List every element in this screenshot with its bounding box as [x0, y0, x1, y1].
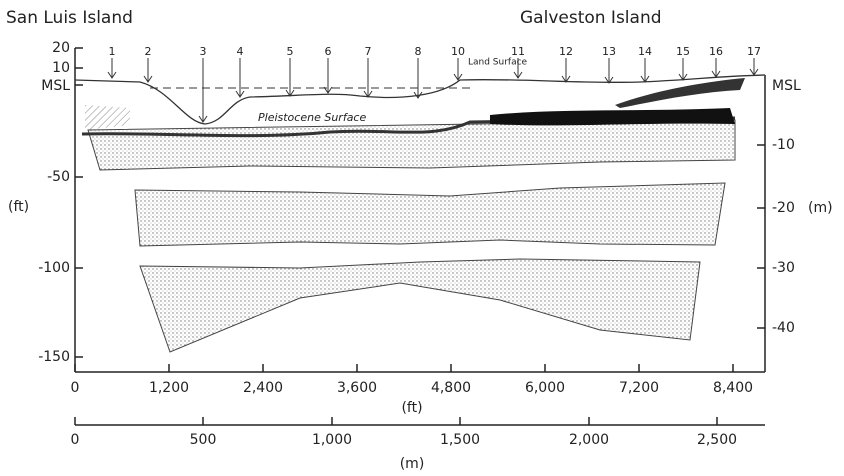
well-arrows: [107, 58, 759, 123]
x-tick-label: 7,200: [619, 380, 659, 396]
well-number: 4: [237, 45, 244, 58]
y-tick-label: -50: [47, 169, 70, 185]
well-number: 7: [365, 45, 372, 58]
well-number: 1: [109, 45, 116, 58]
clay: [85, 105, 130, 130]
well-number: 13: [602, 45, 616, 58]
well-number: 16: [709, 45, 723, 58]
axis-unit: (m): [808, 200, 833, 216]
x-tick-label: 6,000: [525, 380, 565, 396]
msl-label: MSL: [41, 78, 70, 94]
well-number: 6: [325, 45, 332, 58]
y2-tick-label: -10: [772, 137, 795, 153]
upper-sand: [87, 119, 736, 171]
well-number: 10: [451, 45, 465, 58]
x-tick-label: 8,400: [713, 380, 753, 396]
x-tick-label: 4,800: [431, 380, 471, 396]
y-tick-label: 10: [52, 60, 70, 76]
y2-tick-label: -20: [772, 200, 795, 216]
well-number: 14: [638, 45, 652, 58]
x-tick-label: 2,400: [243, 380, 283, 396]
x-tick-label: 2,000: [569, 432, 609, 448]
y2-tick-label: -30: [772, 260, 795, 276]
land-surface-label: Land Surface: [468, 58, 528, 68]
well-number: 3: [200, 45, 207, 58]
x-tick-label: 1,500: [440, 432, 480, 448]
pleistocene-label: Pleistocene Surface: [258, 111, 366, 124]
x-tick-label: 0: [71, 432, 80, 448]
pleistocene-surface: [81, 116, 736, 138]
dark-lens: [490, 108, 735, 126]
right-title: Galveston Island: [520, 8, 662, 28]
well-number: 11: [511, 45, 525, 58]
well-number: 2: [145, 45, 152, 58]
y-tick-label: 20: [52, 40, 70, 56]
land-surface-line: [74, 74, 766, 125]
shell-ridge: [615, 78, 745, 108]
axis-unit: (m): [400, 456, 425, 472]
x-tick-label: 0: [71, 380, 80, 396]
tick-marks: [74, 47, 765, 425]
y-tick-label: -150: [38, 349, 70, 365]
axis-unit: (ft): [8, 199, 29, 215]
x-tick-label: 3,600: [337, 380, 377, 396]
x-tick-label: 500: [190, 432, 217, 448]
y-tick-label: -100: [38, 260, 70, 276]
well-number: 5: [287, 45, 294, 58]
y2-tick-label: -40: [772, 320, 795, 336]
left-title: San Luis Island: [6, 8, 133, 28]
x-tick-label: 1,000: [312, 432, 352, 448]
axis-unit: (ft): [401, 400, 422, 416]
well-number: 12: [559, 45, 573, 58]
well-number: 8: [415, 45, 422, 58]
lower-sand: [139, 258, 701, 353]
x-tick-label: 2,500: [697, 432, 737, 448]
well-number: 15: [676, 45, 690, 58]
well-number: 17: [747, 45, 761, 58]
middle-sand: [134, 182, 726, 247]
x-tick-label: 1,200: [149, 380, 189, 396]
msl-label: MSL: [772, 78, 801, 94]
